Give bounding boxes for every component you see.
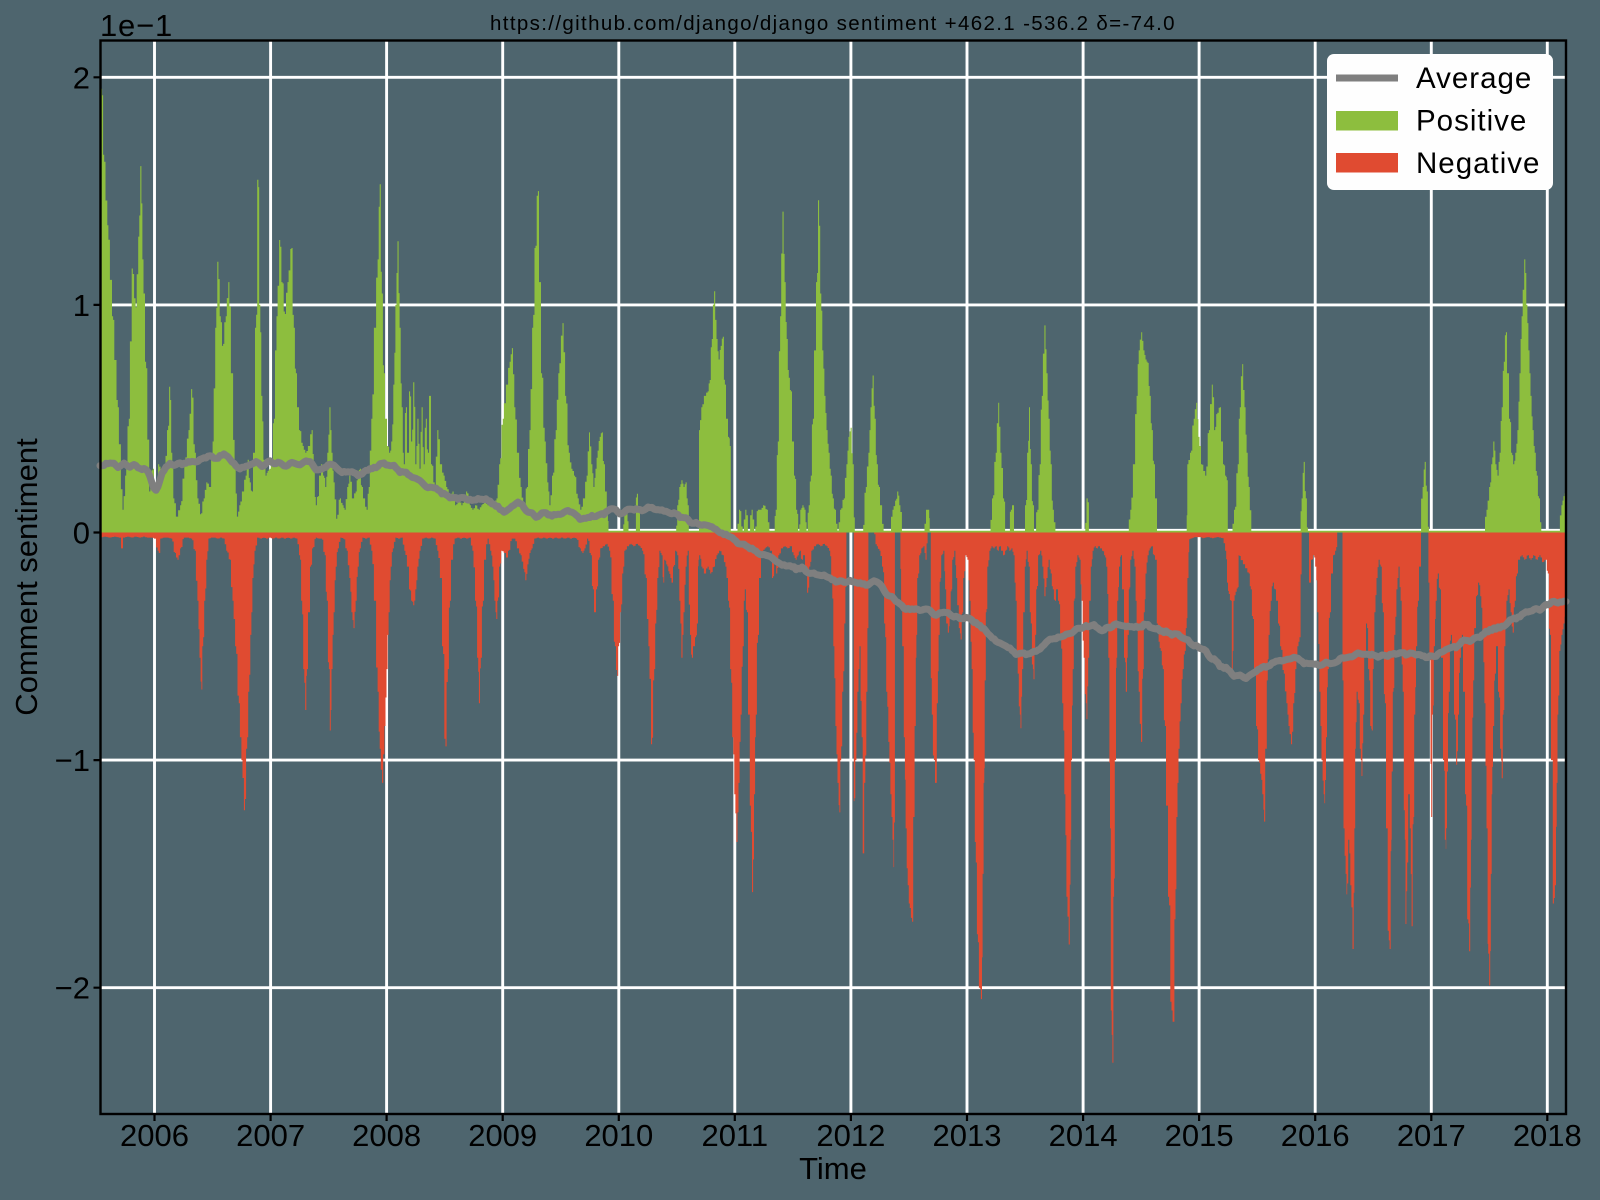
svg-text:2017: 2017 bbox=[1397, 1118, 1466, 1153]
svg-text:−1: −1 bbox=[55, 743, 90, 778]
svg-text:Comment sentiment: Comment sentiment bbox=[9, 438, 44, 716]
svg-text:2008: 2008 bbox=[352, 1118, 421, 1153]
svg-text:2018: 2018 bbox=[1513, 1118, 1582, 1153]
svg-text:1e−1: 1e−1 bbox=[100, 8, 173, 43]
svg-text:2007: 2007 bbox=[236, 1118, 305, 1153]
svg-text:2010: 2010 bbox=[584, 1118, 653, 1153]
svg-text:2009: 2009 bbox=[468, 1118, 537, 1153]
svg-text:Positive: Positive bbox=[1416, 105, 1527, 138]
svg-text:−2: −2 bbox=[55, 971, 90, 1006]
svg-text:0: 0 bbox=[73, 516, 90, 551]
svg-text:https://github.com/django/djan: https://github.com/django/django sentime… bbox=[490, 12, 1176, 35]
svg-text:Average: Average bbox=[1416, 62, 1532, 95]
svg-text:Time: Time bbox=[799, 1151, 867, 1186]
svg-text:2013: 2013 bbox=[933, 1118, 1002, 1153]
svg-text:Negative: Negative bbox=[1416, 147, 1540, 180]
svg-text:2011: 2011 bbox=[701, 1118, 768, 1153]
svg-text:1: 1 bbox=[73, 288, 90, 323]
svg-text:2016: 2016 bbox=[1281, 1118, 1350, 1153]
svg-text:2014: 2014 bbox=[1049, 1118, 1118, 1153]
svg-text:2: 2 bbox=[73, 60, 90, 95]
svg-text:2006: 2006 bbox=[120, 1118, 189, 1153]
svg-text:2015: 2015 bbox=[1165, 1118, 1234, 1153]
svg-text:2012: 2012 bbox=[816, 1118, 885, 1153]
